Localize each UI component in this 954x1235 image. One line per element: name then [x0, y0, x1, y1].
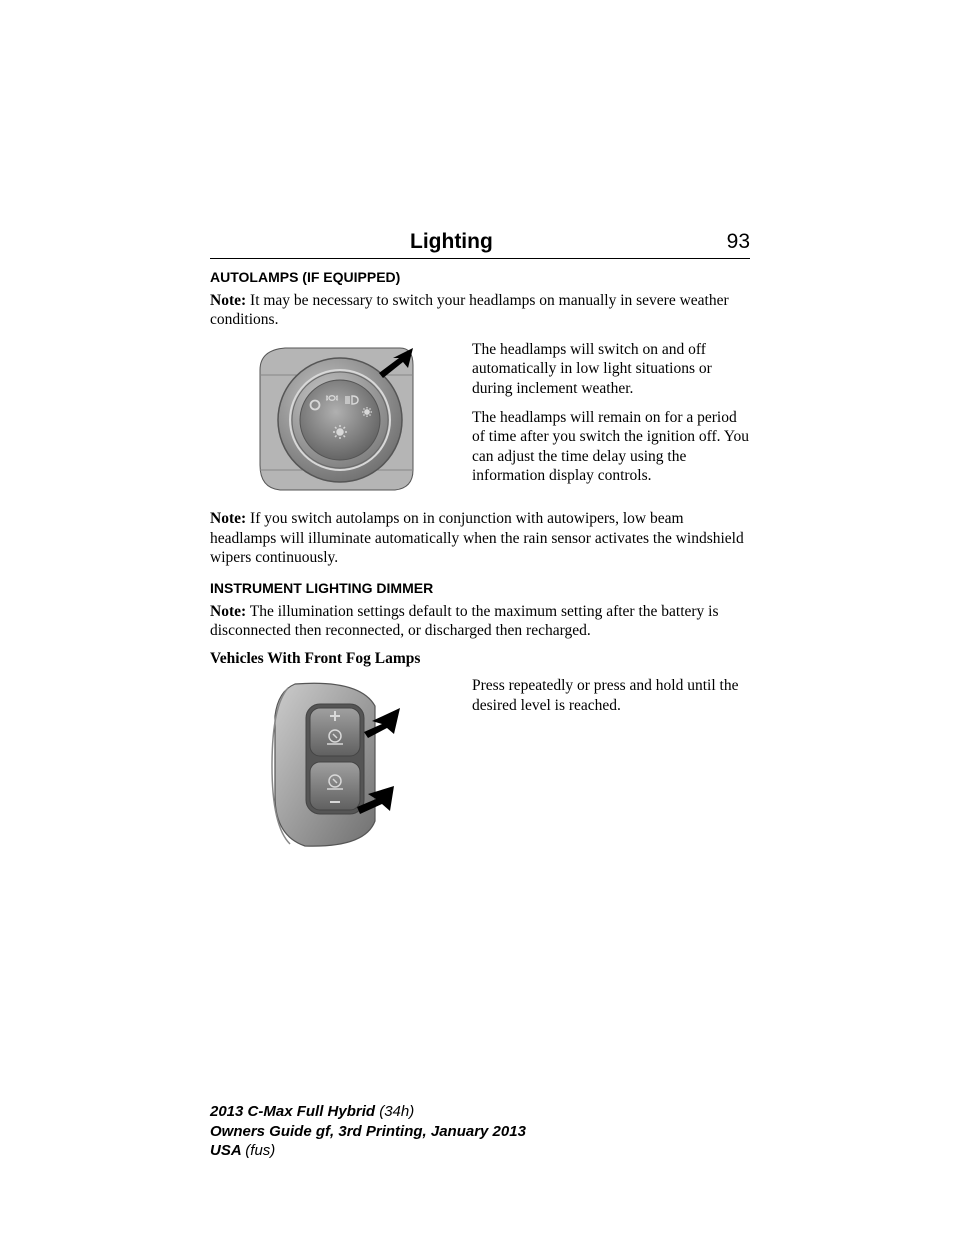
page-number: 93	[727, 230, 750, 254]
page-header: Lighting 93	[210, 230, 750, 259]
headlamp-dial-image	[210, 340, 460, 496]
dimmer-buttons-image	[210, 676, 460, 851]
autolamps-note-2: Note: If you switch autolamps on in conj…	[210, 509, 750, 567]
chapter-title: Lighting	[410, 230, 493, 254]
note-text: It may be necessary to switch your headl…	[210, 292, 729, 328]
autolamps-para-2: The headlamps will remain on for a perio…	[472, 408, 750, 486]
dimmer-figure-row: Press repeatedly or press and hold until…	[210, 676, 750, 851]
dimmer-heading: INSTRUMENT LIGHTING DIMMER	[210, 580, 750, 596]
note-text: The illumination settings default to the…	[210, 603, 719, 639]
autolamps-description: The headlamps will switch on and off aut…	[472, 340, 750, 496]
autolamps-figure-row: The headlamps will switch on and off aut…	[210, 340, 750, 496]
headlamp-dial-icon	[255, 340, 415, 495]
note-label: Note:	[210, 292, 246, 309]
note-label: Note:	[210, 510, 246, 527]
note-label: Note:	[210, 603, 246, 620]
autolamps-note-1: Note: It may be necessary to switch your…	[210, 291, 750, 330]
footer-line-3: USA (fus)	[210, 1141, 750, 1161]
autolamps-para-1: The headlamps will switch on and off aut…	[472, 340, 750, 398]
dimmer-description: Press repeatedly or press and hold until…	[472, 676, 750, 851]
dimmer-buttons-icon	[260, 676, 410, 851]
autolamps-heading: AUTOLAMPS (IF EQUIPPED)	[210, 269, 750, 285]
footer-line-2: Owners Guide gf, 3rd Printing, January 2…	[210, 1122, 750, 1142]
dimmer-note: Note: The illumination settings default …	[210, 602, 750, 641]
note-text: If you switch autolamps on in conjunctio…	[210, 510, 744, 566]
page-footer: 2013 C-Max Full Hybrid (34h) Owners Guid…	[210, 1102, 750, 1161]
dimmer-para-1: Press repeatedly or press and hold until…	[472, 676, 750, 715]
fog-lamps-subheading: Vehicles With Front Fog Lamps	[210, 650, 750, 668]
footer-line-1: 2013 C-Max Full Hybrid (34h)	[210, 1102, 750, 1122]
page-content: Lighting 93 AUTOLAMPS (IF EQUIPPED) Note…	[210, 230, 750, 861]
